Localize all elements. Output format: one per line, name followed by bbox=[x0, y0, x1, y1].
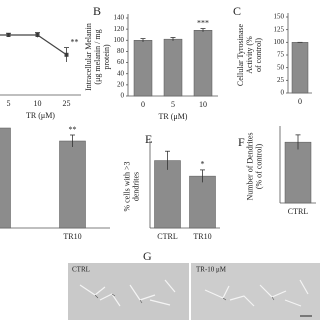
x-tick-label: CTRL bbox=[288, 207, 309, 216]
significance: *** bbox=[197, 18, 209, 27]
y-axis-label: Activity (% bbox=[245, 36, 254, 74]
x-tick-label: CTRL bbox=[157, 232, 178, 241]
panel: DTR10** bbox=[0, 125, 110, 241]
significance: * bbox=[201, 160, 205, 169]
y-tick-label: 80 bbox=[117, 47, 125, 55]
x-axis-label: TR (μM) bbox=[26, 111, 55, 120]
bar bbox=[133, 40, 153, 97]
significance: ** bbox=[71, 37, 79, 46]
micrograph bbox=[68, 263, 189, 320]
bar bbox=[59, 140, 86, 229]
line bbox=[0, 34, 67, 56]
y-tick-label: 125 bbox=[274, 25, 285, 33]
y-axis-label: (μg melanin / mg bbox=[93, 29, 102, 84]
y-axis-label: % cells with >3 bbox=[122, 161, 131, 211]
panel-letter: E bbox=[145, 132, 152, 146]
y-tick-label: 75 bbox=[277, 51, 285, 59]
bar bbox=[193, 30, 213, 97]
y-tick-label: 100 bbox=[274, 38, 285, 46]
panel-letter: F bbox=[238, 135, 245, 149]
panel-letter: B bbox=[93, 4, 101, 18]
panel: F Number of Dendrites (% of control) CTRL bbox=[238, 126, 316, 216]
y-tick-label: 140 bbox=[114, 14, 125, 22]
x-axis-label: TR (μM) bbox=[159, 112, 188, 121]
y-axis-label: Number of Dendrites bbox=[245, 133, 254, 201]
bar bbox=[154, 160, 181, 229]
y-axis-label: (% of control) bbox=[254, 144, 263, 190]
y-tick-label: 120 bbox=[114, 25, 125, 33]
bar bbox=[284, 141, 312, 204]
panel: E % cells with >3 dendrites CTRL TR10 * bbox=[122, 132, 220, 241]
x-tick-label: 5 bbox=[7, 99, 11, 108]
panel-letter: C bbox=[233, 4, 241, 18]
y-tick-label: 20 bbox=[117, 80, 125, 88]
image-label: TR-10 μM bbox=[196, 266, 227, 274]
bar bbox=[291, 42, 309, 94]
x-tick-label: 25 bbox=[63, 99, 71, 108]
x-tick-label: 10 bbox=[34, 99, 42, 108]
y-tick-label: 60 bbox=[117, 58, 125, 66]
y-axis-label: dendrites bbox=[131, 172, 140, 201]
significance: ** bbox=[69, 125, 77, 134]
x-tick-label: 10 bbox=[199, 100, 207, 109]
y-tick-label: 0 bbox=[121, 92, 125, 100]
bar bbox=[189, 175, 216, 229]
panel: C 0 25 50 75 100 125 150 Cellular Tyrosinase Acti… bbox=[233, 4, 312, 106]
x-tick-label: 0 bbox=[141, 100, 145, 109]
x-tick-label: TR10 bbox=[193, 232, 211, 241]
y-tick-label: 100 bbox=[114, 36, 125, 44]
y-tick-label: 150 bbox=[274, 13, 285, 21]
x-tick-label: 0 bbox=[298, 97, 302, 106]
micrograph bbox=[191, 263, 320, 320]
micrographs: G CTRL TR-10 μM bbox=[68, 249, 320, 320]
y-tick-label: 50 bbox=[277, 63, 285, 71]
bar bbox=[163, 38, 183, 97]
y-axis-label: protein) bbox=[102, 44, 111, 70]
y-tick-label: 25 bbox=[277, 76, 285, 84]
y-axis-label: Cellular Tyrosinase bbox=[236, 23, 245, 86]
x-tick-label: 5 bbox=[171, 100, 175, 109]
bar bbox=[0, 127, 11, 229]
panel-letter: G bbox=[143, 249, 152, 263]
cell-outlines bbox=[94, 293, 275, 304]
image-label: CTRL bbox=[72, 266, 90, 274]
y-tick-label: 40 bbox=[117, 69, 125, 77]
x-tick-label: TR10 bbox=[63, 232, 81, 241]
y-axis-label: of control) bbox=[254, 38, 263, 72]
y-axis-label: Intracellular Melanin bbox=[84, 23, 93, 91]
y-tick-label: 0 bbox=[281, 89, 285, 97]
